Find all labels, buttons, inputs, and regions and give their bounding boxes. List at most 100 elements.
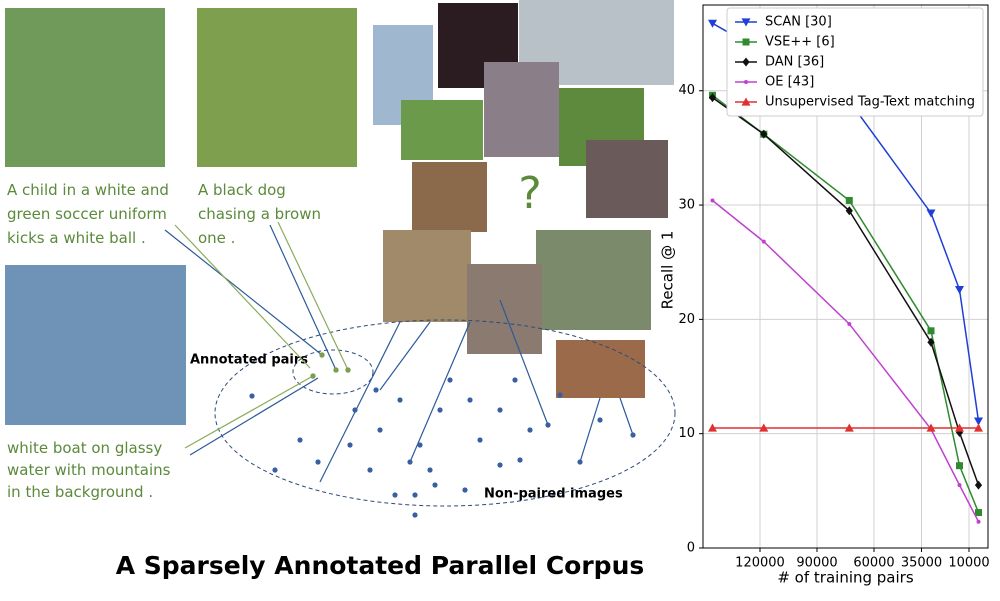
photos (5, 0, 674, 425)
link (409, 321, 471, 463)
link (184, 375, 314, 449)
legend-box (726, 7, 984, 117)
annotated-label: Annotated pairs (190, 353, 308, 368)
data-point (710, 198, 715, 203)
data-point (249, 393, 255, 399)
photo (467, 264, 542, 354)
question-mark: ? (518, 168, 541, 219)
data-point (477, 437, 483, 443)
y-tick-label: 10 (678, 426, 695, 441)
photo (5, 265, 186, 425)
captions: A child in a white and green soccer unifo… (7, 181, 321, 501)
annotated-point (310, 373, 316, 379)
data-point (367, 467, 373, 473)
x-axis-label: # of training pairs (777, 569, 913, 587)
annotated-point (333, 367, 339, 373)
legend-label: DAN [36] (765, 55, 824, 70)
data-point (512, 377, 518, 383)
data-point (412, 512, 418, 518)
data-point (926, 209, 936, 218)
data-point (708, 93, 717, 103)
annotated-point (319, 352, 325, 358)
data-point (708, 423, 717, 432)
data-point (432, 482, 438, 488)
link (277, 221, 349, 371)
x-tick-label: 90000 (796, 556, 837, 571)
diagram: ? Annotated pairs Non-paired images A Sp… (116, 168, 676, 580)
data-point (577, 459, 583, 465)
photo (401, 100, 483, 160)
legend-label: Unsupervised Tag-Text matching (765, 95, 975, 110)
data-point (427, 467, 433, 473)
data-point (708, 19, 717, 28)
data-point (437, 407, 443, 413)
y-tick-label: 40 (678, 83, 695, 98)
data-point (392, 492, 398, 498)
y-tick-label: 30 (678, 198, 695, 213)
data-point (397, 397, 403, 403)
data-point (557, 392, 563, 398)
data-point (759, 423, 769, 432)
data-point (955, 286, 964, 295)
photo (556, 340, 645, 398)
nonpaired-label: Non-paired images (484, 487, 623, 502)
caption: A black dog chasing a brown one . (198, 181, 321, 247)
plot-frame (702, 4, 989, 549)
data-point (517, 457, 523, 463)
legend-marker (741, 97, 751, 106)
corpus-ellipse (214, 319, 676, 507)
link (319, 321, 401, 483)
data-point (527, 427, 533, 433)
data-point (927, 337, 935, 347)
data-point (955, 423, 964, 432)
caption: A child in a white and green soccer unifo… (7, 181, 169, 247)
data-point (976, 519, 981, 524)
data-point (497, 407, 503, 413)
data-point (373, 387, 379, 393)
data-point (347, 442, 353, 448)
data-point (462, 487, 468, 493)
data-point (760, 129, 768, 139)
data-point (926, 423, 936, 432)
annotated-ellipse (292, 349, 374, 395)
legend-label: VSE++ [6] (765, 35, 835, 50)
data-point (845, 206, 853, 216)
data-point (447, 377, 453, 383)
link (269, 224, 337, 371)
data-point (412, 492, 418, 498)
link (379, 321, 431, 391)
y-tick-label: 20 (678, 312, 695, 327)
data-point (417, 442, 423, 448)
series-line (712, 96, 980, 486)
data-point (847, 321, 852, 326)
data-point (377, 427, 383, 433)
data-point (974, 417, 983, 426)
data-point (545, 422, 551, 428)
photo (586, 140, 668, 218)
legend-marker (742, 57, 750, 67)
data-point (315, 459, 321, 465)
series-line (712, 199, 980, 523)
link (579, 397, 601, 463)
photo (5, 8, 165, 167)
photo (484, 62, 559, 157)
photo (536, 230, 651, 330)
series-line (712, 94, 980, 513)
link (174, 224, 311, 369)
data-point (956, 462, 963, 470)
data-point (974, 480, 983, 490)
legend-marker (742, 38, 750, 46)
x-tick-label: 120000 (735, 556, 785, 571)
data-point (467, 397, 473, 403)
annotated-point (345, 367, 351, 373)
legend-marker (741, 18, 751, 27)
data-point (497, 462, 503, 468)
data-point (630, 432, 636, 438)
x-tick-label: 35000 (901, 556, 942, 571)
data-point (272, 467, 278, 473)
photo (197, 8, 357, 167)
chart: 0 10 20 30 40 120000 90000 60000 35000 10000 # of … (659, 4, 990, 587)
data-point (974, 423, 983, 432)
